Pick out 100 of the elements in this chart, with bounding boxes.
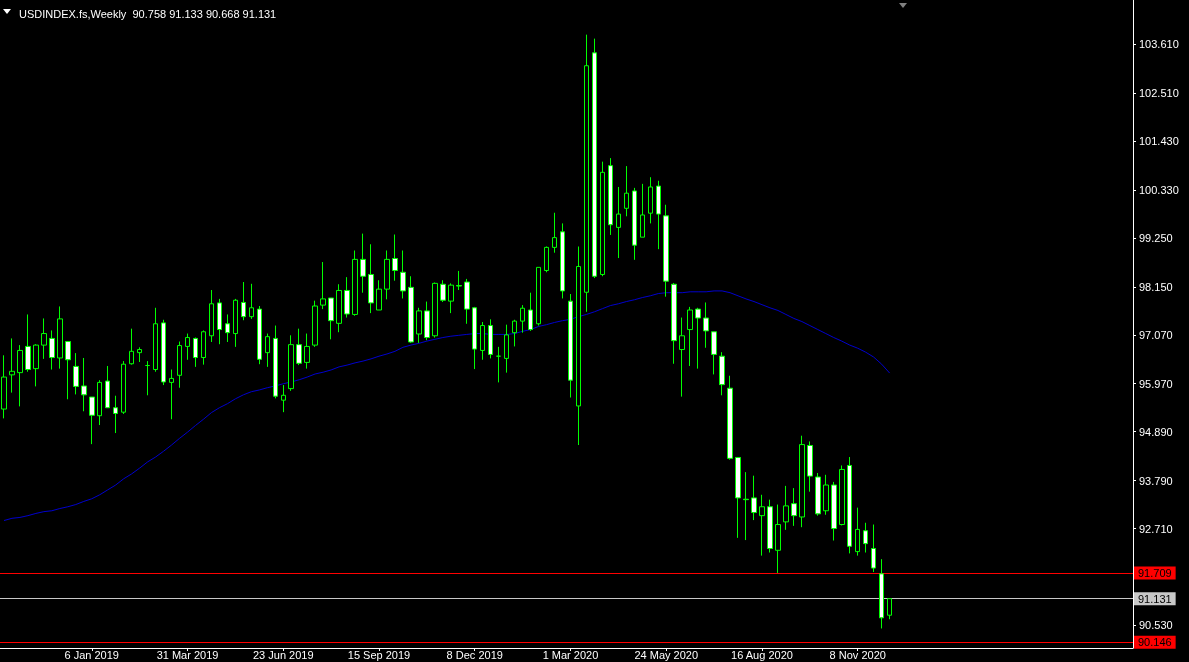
candlestick [57,305,63,370]
ref-line-label: 90.146 [1138,636,1172,649]
candlestick [265,333,270,368]
candlestick [328,297,334,340]
candlestick [296,328,302,366]
candlestick [97,379,102,426]
candlestick [448,282,454,314]
candlestick [233,298,238,348]
candlestick [743,471,749,541]
x-tick-label: 6 Jan 2019 [64,648,119,661]
candlestick [815,472,821,517]
candlestick [408,275,414,344]
candlestick [624,165,629,217]
candlestick [137,346,142,363]
x-tick-label: 24 May 2020 [634,648,699,661]
candlestick [600,161,605,277]
x-tick-label: 1 Mar 2020 [542,648,599,661]
candlestick [257,305,262,365]
candlestick [759,494,765,557]
candlestick [73,352,79,395]
candlestick [320,261,326,310]
candlestick [512,319,517,347]
candlestick [536,266,541,327]
text: USDINDEX.fs,Weekly 90.758 91.133 90.668 91.131 [19,7,277,20]
candlestick [863,522,868,554]
candlestick [767,499,773,554]
x-tick-label: 31 Mar 2019 [156,648,219,661]
candlestick [65,341,71,400]
candlestick [632,187,637,261]
candlestick [105,365,110,409]
candlestick [113,395,118,434]
candlestick [871,524,876,573]
candlestick [703,301,709,349]
candlestick [584,34,589,313]
candlestick [169,369,174,420]
candlestick [33,343,39,387]
candlestick [480,321,485,361]
candlestick [25,313,31,373]
candlestick [504,324,509,374]
y-tick-label: 101.430 [1139,135,1179,148]
candlestick [496,346,501,383]
x-tick-label: 8 Dec 2019 [446,648,503,661]
candlestick [49,329,55,371]
candlestick [376,279,382,311]
candlestick [799,435,805,528]
candlestick [775,504,781,574]
ref-line-label: 91.709 [1138,566,1172,579]
candlestick [711,331,717,375]
candlestick [193,337,198,368]
candlestick [304,333,310,370]
candlestick [855,507,860,557]
candlestick [839,464,845,526]
candlestick [121,360,126,415]
candlestick [312,300,318,348]
candlestick [687,306,693,367]
candlestick [424,301,430,341]
candlestick [288,334,294,392]
candlestick [440,279,446,303]
candlestick [416,307,422,344]
candlestick [89,396,95,445]
candlestick [344,276,350,319]
candlestick [81,357,87,412]
x-tick-label: 23 Jun 2019 [252,648,314,661]
candlestick [568,293,573,399]
y-tick-label: 100.330 [1139,184,1179,197]
candlestick [368,243,374,314]
candlestick [544,246,549,273]
candlestick [249,283,254,320]
y-tick-label: 93.790 [1139,474,1173,487]
candlestick [336,283,342,333]
candlestick [831,481,837,542]
candlestick [679,317,685,398]
y-tick-label: 95.970 [1139,377,1173,390]
candlestick [360,233,366,294]
candlestick [592,38,597,279]
candlestick [241,281,246,321]
y-tick-label: 97.070 [1139,328,1173,341]
candlestick [161,319,166,386]
candlestick [751,475,757,521]
candlestick [640,183,645,238]
candlestick [281,384,286,413]
candlestick [153,307,158,373]
candlestick [225,313,230,343]
y-tick-label: 94.890 [1139,425,1173,438]
candlestick [129,328,134,366]
candlestick [656,180,661,250]
candlestick [9,337,15,394]
candlestick [608,157,613,236]
candlestick [209,289,214,343]
candlestick [552,212,557,254]
candlestick [201,329,206,366]
candlestick [185,333,190,361]
candlestick [616,186,621,259]
candlestick [663,204,669,298]
candlestick [400,249,406,299]
y-tick-label: 92.710 [1139,522,1173,535]
x-tick-label: 8 Nov 2020 [829,648,886,661]
candlestick [823,474,829,516]
candlestick [432,281,438,339]
candlestick [392,234,398,282]
